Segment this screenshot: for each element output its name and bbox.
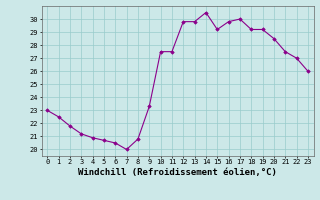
X-axis label: Windchill (Refroidissement éolien,°C): Windchill (Refroidissement éolien,°C) xyxy=(78,168,277,177)
